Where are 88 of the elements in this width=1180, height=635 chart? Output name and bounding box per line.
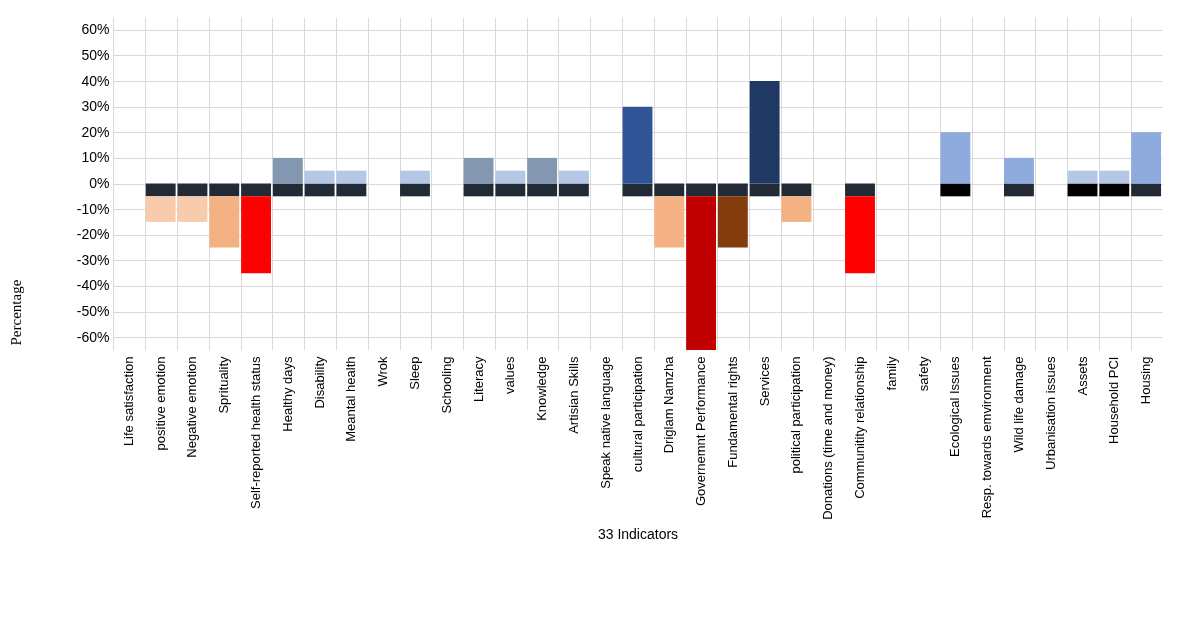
x-tick-label: Literacy [470, 356, 486, 403]
bar [209, 196, 240, 248]
y-tick-label: 40% [81, 72, 110, 89]
bar [940, 183, 971, 197]
bar [527, 183, 558, 197]
y-tick-label: -40% [76, 277, 110, 294]
bar [1099, 170, 1130, 184]
bar [463, 157, 494, 184]
y-tick-label: -30% [76, 251, 110, 268]
y-tick-label: 10% [81, 149, 110, 166]
x-tick-label: Wild life damage [1010, 356, 1026, 453]
bar [845, 183, 875, 197]
bar [145, 183, 176, 197]
bar [558, 170, 589, 184]
bar [622, 106, 653, 184]
bar [749, 81, 780, 184]
x-tick-label: Speak native language [597, 356, 613, 489]
y-tick-label: 60% [81, 21, 110, 38]
bar [177, 196, 208, 222]
y-tick-label: -50% [76, 303, 110, 320]
bar [272, 157, 303, 184]
bar [1131, 183, 1162, 197]
x-tick-label: Sleep [406, 356, 422, 390]
bar [845, 196, 875, 274]
bar [654, 183, 685, 197]
x-tick-label: Knowledge [534, 356, 550, 421]
bar [527, 157, 558, 184]
x-tick-label: Ecological Issues [947, 356, 963, 457]
bar [495, 170, 526, 184]
x-tick-label: Urbanisation issues [1042, 356, 1058, 470]
bar [1004, 157, 1034, 184]
x-tick-label: positive emotion [152, 356, 168, 451]
y-tick-label: 0% [89, 175, 110, 191]
y-tick-label: 20% [81, 123, 110, 140]
y-tick-label: 30% [81, 98, 110, 115]
x-tick-label: Self-reported health status [248, 356, 264, 509]
bar [654, 196, 685, 248]
x-axis-title: 33 Indicators [597, 525, 679, 542]
x-tick-label: Healthy days [279, 356, 295, 432]
bar [1131, 132, 1162, 184]
bar [177, 183, 208, 197]
x-tick-label: Negative emotion [184, 356, 200, 458]
x-tick-label: Household PCI [1106, 356, 1122, 444]
y-tick-label: -20% [76, 226, 110, 243]
bar [241, 183, 271, 197]
bar [1004, 183, 1034, 197]
x-tick-label: Life satisfaction [120, 356, 136, 447]
bar [241, 196, 271, 274]
bar [1067, 170, 1098, 184]
x-tick-label: Sprituality [216, 356, 232, 414]
bar [622, 183, 653, 197]
bar [145, 196, 176, 222]
bar [686, 196, 717, 350]
x-tick-label: Disability [311, 356, 327, 409]
y-axis-title: Percentage [7, 279, 24, 346]
y-tick-label: -60% [76, 328, 110, 345]
x-tick-label: values [502, 356, 518, 395]
x-tick-label: Resp. towards emvironment [979, 356, 995, 519]
x-tick-label: Fundamental rights [724, 356, 740, 468]
x-tick-label: safety [915, 356, 931, 392]
bar [717, 183, 748, 197]
bar [272, 183, 303, 197]
bar [558, 183, 589, 197]
x-tick-label: Meantal health [343, 356, 359, 442]
x-tick-label: Communitity relationship [852, 356, 868, 499]
x-tick-label: Services [756, 356, 772, 407]
x-tick-label: Donations (time and money) [820, 356, 836, 520]
bar [717, 196, 748, 248]
x-tick-label: Housing [1138, 356, 1154, 405]
bar [209, 183, 240, 197]
x-tick-label: political participation [788, 356, 804, 474]
x-tick-label: Artisian Skills [565, 356, 581, 434]
y-tick-label: -10% [76, 200, 110, 217]
x-tick-label: Assets [1074, 356, 1090, 396]
bar [686, 183, 717, 197]
bar [400, 170, 430, 184]
x-tick-label: Driglam Namzha [661, 355, 677, 454]
bar [1067, 183, 1098, 197]
x-tick-label: family [883, 356, 899, 391]
bar [781, 196, 812, 222]
bar [1099, 183, 1130, 197]
x-tick-label: Schooling [438, 356, 454, 414]
y-tick-label: 50% [81, 46, 110, 63]
x-tick-label: cultural participation [629, 356, 645, 473]
x-tick-label: Wrok [375, 356, 391, 387]
bar [400, 183, 430, 197]
x-tick-label: Governemnt Performance [693, 356, 709, 507]
bar [940, 132, 971, 184]
